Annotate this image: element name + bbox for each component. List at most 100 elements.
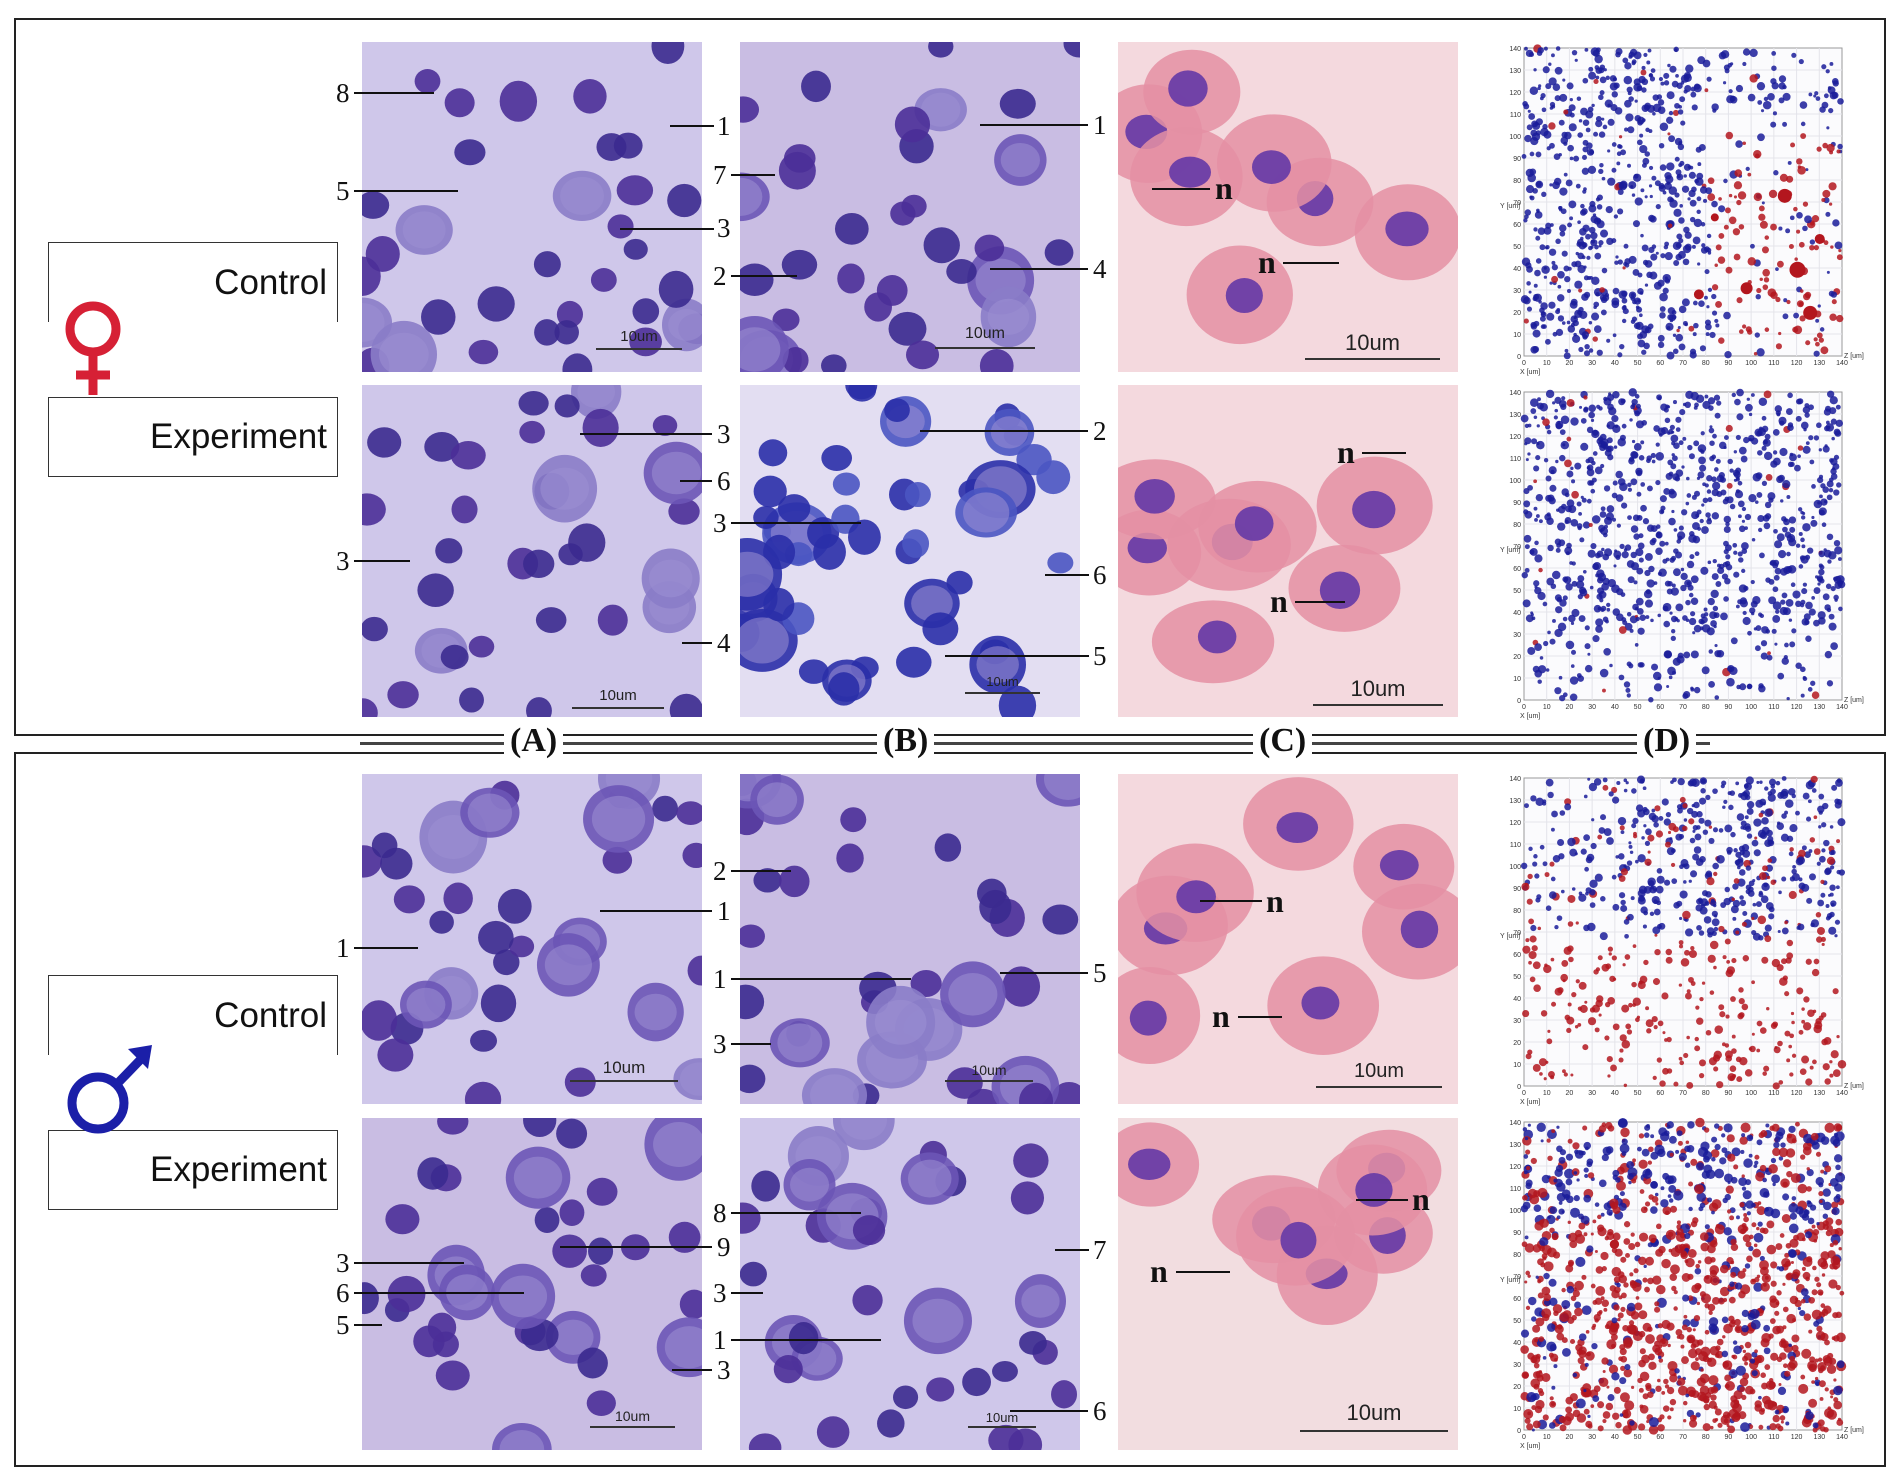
column-letter-c: (C) (1253, 724, 1313, 758)
male-experiment-a-micrograph-image (362, 1118, 702, 1450)
scale-bar-mc-b: 10um (945, 1062, 1033, 1082)
male-experiment-label: Experiment (48, 1130, 338, 1210)
leader-line (1000, 972, 1088, 974)
leader-line (1010, 1410, 1088, 1412)
scale-bar-fe-b: 10um (965, 674, 1040, 694)
leader-line (1362, 452, 1406, 454)
female-symbol-icon (58, 295, 128, 405)
column-letter-a: (A) (504, 724, 564, 758)
svg-text:90: 90 (1513, 156, 1521, 163)
svg-text:60: 60 (1513, 952, 1521, 959)
svg-text:0: 0 (1517, 354, 1521, 361)
svg-text:60: 60 (1513, 222, 1521, 229)
svg-text:50: 50 (1513, 588, 1521, 595)
callout-mc-a-1b: 1 (336, 933, 350, 963)
svg-text:60: 60 (1656, 360, 1664, 367)
svg-text:0: 0 (1522, 1090, 1526, 1097)
male-experiment-b-micrograph-image (740, 1118, 1080, 1450)
male-experiment-d-3d-plot: 0 0 10 10 20 20 30 30 40 40 50 50 60 60 70 70 80 80 90 90 10… (1496, 1114, 1866, 1450)
male-control-c-micrograph-image (1118, 774, 1458, 1104)
svg-text:50: 50 (1634, 1434, 1642, 1441)
svg-text:0: 0 (1517, 1428, 1521, 1435)
female-experiment-a-micrograph-image (362, 385, 702, 717)
svg-text:60: 60 (1513, 566, 1521, 573)
leader-line (354, 560, 410, 562)
callout-fc-a-5: 5 (336, 176, 350, 206)
callout-mc-a-1: 1 (717, 896, 731, 926)
svg-text:Z [um]: Z [um] (1844, 697, 1864, 704)
leader-line (600, 910, 712, 912)
female-experiment-d-3d-plot: 0 0 10 10 20 20 30 30 40 40 50 50 60 60 70 70 80 80 90 90 10… (1496, 384, 1866, 720)
leader-line (1045, 574, 1089, 576)
svg-text:X [um]: X [um] (1520, 369, 1540, 376)
svg-text:40: 40 (1513, 610, 1521, 617)
male-control-d-3d-plot-image: 00 10 10 20 20 30 30 40 40 50 50 60 60 70 70 80 80 90 90 10… (1496, 770, 1866, 1106)
female-control-a-micrograph-image (362, 42, 702, 372)
svg-text:140: 140 (1509, 390, 1521, 397)
svg-text:140: 140 (1509, 46, 1521, 53)
svg-text:120: 120 (1509, 1164, 1521, 1171)
svg-text:50: 50 (1513, 1318, 1521, 1325)
svg-text:140: 140 (1836, 1090, 1848, 1097)
callout-fc-c-n1: n (1215, 170, 1233, 206)
leader-line (1238, 1016, 1282, 1018)
leader-line (1055, 1249, 1089, 1251)
svg-text:40: 40 (1611, 360, 1619, 367)
svg-text:110: 110 (1510, 112, 1521, 119)
svg-text:80: 80 (1513, 522, 1521, 529)
svg-text:Z [um]: Z [um] (1844, 1083, 1864, 1090)
callout-mc-b-2: 2 (713, 856, 727, 886)
svg-text:110: 110 (1510, 456, 1521, 463)
svg-text:70: 70 (1679, 1434, 1687, 1441)
svg-text:60: 60 (1656, 704, 1664, 711)
callout-me-a-6: 6 (336, 1278, 350, 1308)
female-experiment-b-micrograph-image (740, 385, 1080, 717)
svg-text:130: 130 (1509, 1142, 1521, 1149)
svg-text:40: 40 (1611, 1090, 1619, 1097)
female-experiment-label: Experiment (48, 397, 338, 477)
svg-text:20: 20 (1566, 704, 1574, 711)
svg-text:90: 90 (1513, 1230, 1521, 1237)
callout-fc-b-1: 1 (1093, 110, 1107, 140)
svg-text:50: 50 (1634, 704, 1642, 711)
female-control-d-3d-plot: 0 0 10 10 20 20 30 30 40 40 50 50 60 60 70 70 80 80 90 90 10… (1496, 40, 1866, 376)
callout-fc-b-7: 7 (713, 160, 727, 190)
callout-me-b-7: 7 (1093, 1235, 1107, 1265)
leader-line (731, 174, 775, 176)
scale-bar-me-b: 10um (968, 1410, 1036, 1428)
callout-fe-a-4: 4 (717, 628, 731, 658)
svg-text:10: 10 (1513, 676, 1521, 683)
svg-text:0: 0 (1522, 1434, 1526, 1441)
leader-line (920, 430, 1088, 432)
male-control-label: Control (48, 975, 338, 1055)
svg-text:100: 100 (1745, 1090, 1757, 1097)
callout-fe-b-5: 5 (1093, 641, 1107, 671)
svg-text:110: 110 (1768, 1434, 1779, 1441)
svg-text:110: 110 (1510, 1186, 1521, 1193)
svg-text:70: 70 (1679, 704, 1687, 711)
male-control-a-micrograph (362, 774, 702, 1104)
svg-text:X [um]: X [um] (1520, 1443, 1540, 1450)
svg-text:0: 0 (1517, 1084, 1521, 1091)
svg-text:100: 100 (1509, 478, 1521, 485)
svg-text:90: 90 (1725, 1090, 1733, 1097)
scale-bar-fe-c: 10um (1313, 676, 1443, 706)
callout-fe-b-3: 3 (713, 508, 727, 538)
leader-line (560, 1246, 712, 1248)
svg-text:10: 10 (1543, 1090, 1551, 1097)
column-letter-b: (B) (877, 724, 935, 758)
svg-text:80: 80 (1513, 178, 1521, 185)
callout-fe-a-3b: 3 (336, 546, 350, 576)
scale-bar-me-a: 10um (590, 1408, 675, 1428)
callout-mc-b-1: 1 (713, 964, 727, 994)
svg-text:40: 40 (1611, 1434, 1619, 1441)
svg-text:30: 30 (1588, 1090, 1596, 1097)
leader-line (670, 125, 714, 127)
leader-line (1152, 188, 1210, 190)
svg-text:90: 90 (1725, 360, 1733, 367)
svg-text:30: 30 (1513, 1362, 1521, 1369)
svg-text:130: 130 (1813, 360, 1825, 367)
svg-text:10: 10 (1513, 332, 1521, 339)
svg-text:110: 110 (1768, 1090, 1779, 1097)
callout-fe-b-6: 6 (1093, 560, 1107, 590)
